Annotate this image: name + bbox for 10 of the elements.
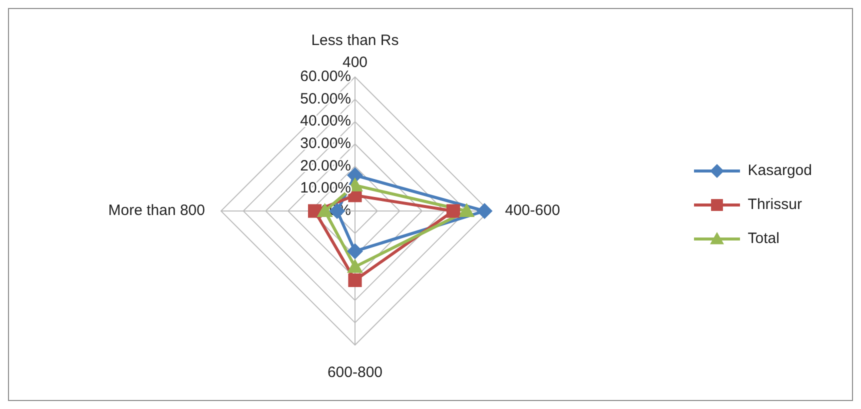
- legend-label: Kasargod: [748, 162, 812, 179]
- legend-label: Total: [748, 230, 780, 247]
- y-tick-label: 30.00%: [300, 134, 351, 152]
- spoke-label: 600-800: [327, 364, 383, 381]
- legend-label: Thrissur: [748, 196, 802, 213]
- y-tick-label: 50.00%: [300, 90, 351, 108]
- spoke-label: More than 800: [108, 202, 205, 219]
- y-tick-label: 20.00%: [300, 157, 351, 174]
- y-tick-label: 40.00%: [300, 112, 351, 130]
- spoke-label: 400-600: [505, 202, 560, 219]
